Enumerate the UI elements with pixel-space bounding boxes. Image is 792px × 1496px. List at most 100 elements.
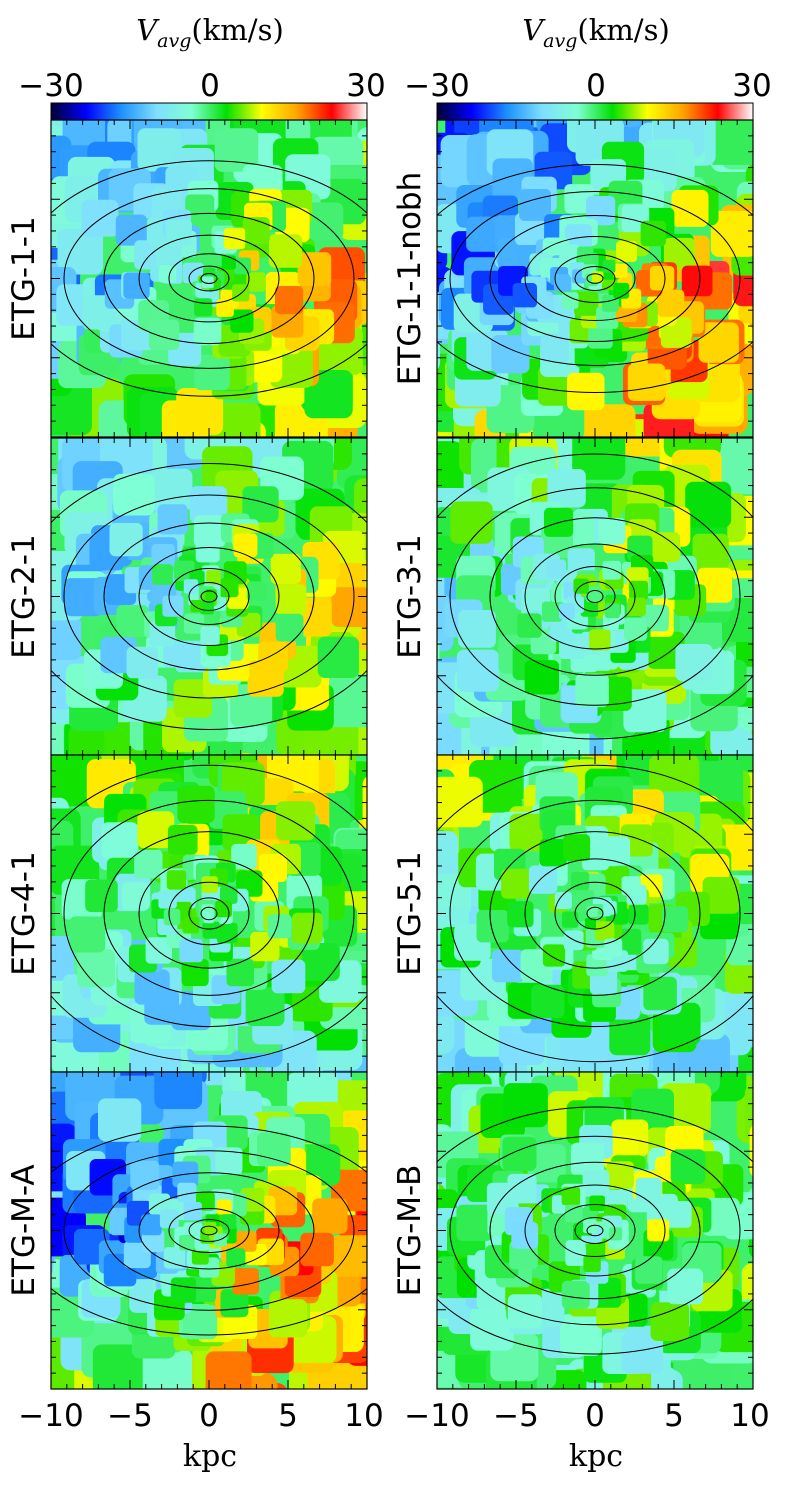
velocity-panel: ETG-3-1: [362, 437, 792, 756]
voronoi-bin: [370, 651, 434, 715]
voronoi-bin: [561, 1280, 590, 1309]
isophote-contour: [103, 831, 315, 996]
voronoi-bin: [562, 911, 579, 928]
isophote-contour: [168, 253, 250, 304]
voronoi-bin: [177, 1182, 197, 1202]
velocity-panel: ETG-4-1: [6, 754, 368, 1073]
voronoi-bin: [635, 1177, 662, 1204]
voronoi-bin: [163, 1247, 186, 1269]
isophote-contour: [489, 517, 701, 676]
voronoi-bin: [219, 886, 238, 904]
voronoi-bin: [570, 1142, 605, 1176]
isophote-contour: [554, 881, 636, 946]
voronoi-bin: [301, 943, 340, 981]
voronoi-bin: [51, 336, 57, 393]
voronoi-bin: [575, 673, 609, 708]
voronoi-bin: [621, 1332, 664, 1374]
x-tick-label: 10: [730, 1398, 769, 1434]
voronoi-bin: [223, 227, 246, 250]
voronoi-bin: [582, 1169, 610, 1197]
voronoi-bin: [305, 202, 344, 241]
voronoi-bin: [190, 1276, 217, 1302]
colorbar-left: [50, 102, 368, 122]
voronoi-bin: [163, 908, 181, 926]
voronoi-bin: [230, 309, 254, 333]
voronoi-bin: [650, 1302, 690, 1341]
voronoi-bin: [647, 1219, 670, 1242]
voronoi-bin: [759, 1297, 792, 1357]
voronoi-bin: [92, 1344, 143, 1389]
voronoi-bin: [362, 662, 367, 715]
voronoi-bin: [190, 600, 203, 613]
velocity-panel: ETG-1-1-nobh: [392, 119, 754, 438]
voronoi-bin: [245, 987, 285, 1027]
voronoi-bin: [609, 1014, 651, 1056]
voronoi-bin: [623, 689, 667, 733]
voronoi-bin: [507, 901, 534, 928]
x-axis-label-right: kpc: [569, 1439, 623, 1474]
voronoi-bins: [51, 755, 367, 1072]
voronoi-bin: [765, 891, 792, 945]
voronoi-bin: [235, 1231, 257, 1252]
voronoi-bin: [233, 533, 258, 558]
panel-label: ETG-4-1: [6, 851, 42, 975]
voronoi-bin: [554, 892, 572, 910]
voronoi-bin: [69, 916, 106, 953]
colorbar-right-tick-mid: 0: [586, 68, 606, 104]
panel-label: ETG-M-B: [392, 1165, 428, 1297]
voronoi-bin: [246, 272, 266, 292]
voronoi-bin: [362, 470, 429, 537]
x-tick-label: 5: [278, 1398, 298, 1434]
voronoi-bin: [193, 317, 222, 346]
voronoi-bin: [606, 1161, 634, 1189]
isophote-contour: [103, 212, 315, 345]
isophote-contour: [103, 1172, 315, 1289]
voronoi-bin: [586, 196, 616, 226]
voronoi-bin: [760, 859, 792, 915]
x-tick-label: −5: [493, 1398, 539, 1434]
voronoi-bin: [766, 1181, 792, 1239]
voronoi-bin: [553, 274, 572, 292]
voronoi-bin: [51, 616, 82, 660]
colorbar-left-tick-min: −30: [18, 68, 83, 104]
voronoi-bin: [643, 938, 669, 965]
isophote-contour: [524, 543, 666, 650]
voronoi-bin: [205, 1351, 252, 1389]
voronoi-bin: [116, 605, 149, 638]
voronoi-bin: [183, 613, 205, 634]
voronoi-bin: [675, 644, 713, 681]
voronoi-bin: [51, 894, 56, 946]
voronoi-bin: [361, 1307, 367, 1370]
voronoi-bin: [780, 868, 792, 929]
voronoi-bin: [204, 1222, 217, 1235]
voronoi-bin: [275, 286, 304, 315]
voronoi-bin: [671, 189, 709, 227]
voronoi-bin: [517, 613, 542, 638]
voronoi-bin: [775, 1148, 792, 1211]
voronoi-bin: [163, 640, 191, 668]
isophote-contour: [138, 234, 280, 323]
colorbar-title-right: Vavg(km/s): [522, 13, 670, 52]
voronoi-bin: [376, 656, 441, 721]
isophote-contour: [586, 906, 604, 921]
voronoi-bin: [604, 603, 620, 619]
voronoi-bin: [269, 1299, 308, 1338]
voronoi-bin: [702, 876, 740, 914]
voronoi-bin: [570, 871, 590, 891]
voronoi-bin: [202, 276, 214, 289]
x-tick-label: −10: [404, 1398, 469, 1434]
isophote-contour: [188, 582, 230, 611]
voronoi-bin: [762, 789, 792, 848]
voronoi-bin: [507, 1173, 537, 1204]
voronoi-bin: [221, 1214, 237, 1230]
voronoi-bin: [758, 633, 792, 695]
isophote-contour: [51, 1125, 367, 1336]
voronoi-bin: [470, 1306, 514, 1351]
voronoi-bin: [624, 617, 648, 641]
voronoi-bin: [165, 219, 192, 246]
voronoi-bin: [759, 928, 792, 982]
voronoi-bin: [777, 835, 792, 894]
voronoi-bin: [331, 587, 367, 628]
isophote-contour: [168, 881, 250, 946]
isophote-contour: [489, 215, 701, 342]
